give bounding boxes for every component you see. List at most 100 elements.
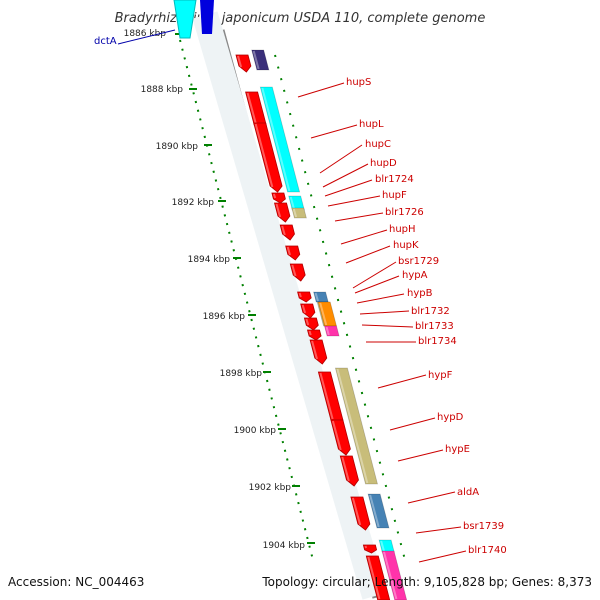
scale-ticks: [175, 33, 315, 544]
gene-label: hupF: [382, 190, 407, 201]
gene-label: hypE: [445, 444, 470, 455]
scale-label: 1894 kbp: [188, 255, 231, 265]
gene-label: blr1726: [385, 207, 424, 218]
gene-label: blr1724: [375, 174, 414, 185]
feature-highlight: [331, 420, 342, 451]
scale-label: 1886 kbp: [124, 29, 167, 39]
feature-highlight: [272, 193, 277, 199]
leader-line: [418, 550, 467, 563]
feature-highlight: [364, 545, 368, 549]
cds-box: [381, 550, 408, 600]
gene-arrow: [300, 303, 316, 319]
cds-box: [367, 493, 390, 529]
gene-arrow: [235, 54, 252, 73]
feature-highlight: [291, 264, 297, 277]
gene-feature: [173, 0, 197, 39]
feature-highlight: [319, 372, 334, 420]
leader-line: [319, 144, 363, 174]
gene-label: hupL: [359, 119, 384, 130]
gene-label: blr1733: [415, 321, 454, 332]
feature-highlight: [246, 92, 257, 125]
scale-labels: 1886 kbp 1888 kbp 1890 kbp 1892 kbp 1894…: [124, 29, 306, 551]
gene-arrow: [339, 455, 359, 487]
cds-box: [291, 207, 307, 219]
scale-label: 1890 kbp: [156, 142, 199, 152]
leader-line: [352, 261, 397, 289]
gene-features: [235, 49, 408, 600]
leader-line: [345, 245, 391, 264]
scale-label: 1892 kbp: [172, 198, 215, 208]
gene-arrow: [271, 192, 286, 204]
feature-highlight: [308, 330, 312, 336]
leader-line: [310, 124, 358, 139]
cds-box: [334, 367, 379, 485]
leader-line: [361, 324, 414, 328]
feature-highlight: [336, 368, 369, 484]
gene-label: hupS: [346, 77, 371, 88]
leader-line: [415, 526, 462, 534]
leader-line: [340, 229, 388, 245]
feature-highlight: [367, 556, 381, 600]
feature-highlight: [351, 497, 362, 526]
leader-line: [322, 163, 369, 188]
gene-arrow: [330, 419, 351, 456]
gene-label: hupD: [370, 158, 397, 169]
gene-arrow: [273, 202, 291, 223]
feature-highlight: [275, 203, 282, 218]
gene-label: hypA: [402, 270, 428, 281]
scale-label: 1904 kbp: [263, 541, 306, 551]
scale-label: 1888 kbp: [141, 85, 184, 95]
leader-line: [377, 374, 427, 389]
feature-highlight: [261, 87, 291, 192]
gene-label: blr1732: [411, 306, 450, 317]
feature-highlight: [305, 318, 310, 326]
gene-label: hupC: [365, 139, 391, 150]
feature-highlight: [289, 196, 295, 210]
leader-line: [397, 449, 444, 462]
gene-arrow: [350, 496, 371, 531]
cds-box: [251, 49, 270, 71]
feature-highlight: [286, 246, 291, 256]
feature-highlight: [369, 494, 380, 528]
gene-label: hupK: [393, 240, 419, 251]
feature-highlight: [254, 123, 274, 188]
top-genes: [173, 0, 214, 39]
gene-feature: [200, 0, 214, 34]
leader-line: [324, 179, 373, 197]
gene-label: bsr1739: [463, 521, 504, 532]
gene-arrow: [279, 224, 295, 241]
leader-line: [117, 29, 176, 45]
gene-labels: dctA hupS hupL hupC hupD blr1724 hupF bl…: [94, 36, 507, 556]
gene-label: hypD: [437, 412, 464, 423]
gene-arrow: [303, 317, 319, 331]
gene-label: bsr1729: [398, 256, 439, 267]
gene-label: dctA: [94, 36, 117, 47]
feature-highlight: [281, 225, 286, 236]
feature-highlight: [301, 304, 307, 314]
feature-highlight: [319, 302, 328, 326]
feature-highlight: [252, 50, 260, 70]
gene-arrow: [253, 122, 283, 193]
leader-line: [334, 212, 384, 222]
gene-arrow: [309, 339, 328, 365]
gene-arrow: [289, 263, 306, 282]
leader-line: [327, 195, 381, 207]
map-title: Bradyrhizobium japonicum USDA 110, compl…: [115, 11, 486, 26]
gene-arrow: [306, 329, 322, 341]
feature-highlight: [314, 292, 319, 302]
gene-label: hypB: [407, 288, 433, 299]
leader-lines: [117, 29, 467, 563]
feature-highlight: [380, 540, 385, 552]
leader-line: [354, 275, 400, 294]
gene-arrow: [297, 291, 312, 303]
leader-line: [389, 417, 436, 431]
leader-line: [359, 310, 410, 315]
gene-label: aldA: [457, 487, 479, 498]
gene-arrow: [362, 544, 378, 554]
feature-highlight: [298, 292, 302, 298]
cds-box: [323, 325, 340, 337]
scale-label: 1900 kbp: [234, 426, 277, 436]
feature-highlight: [383, 551, 398, 600]
leader-line: [407, 491, 456, 504]
